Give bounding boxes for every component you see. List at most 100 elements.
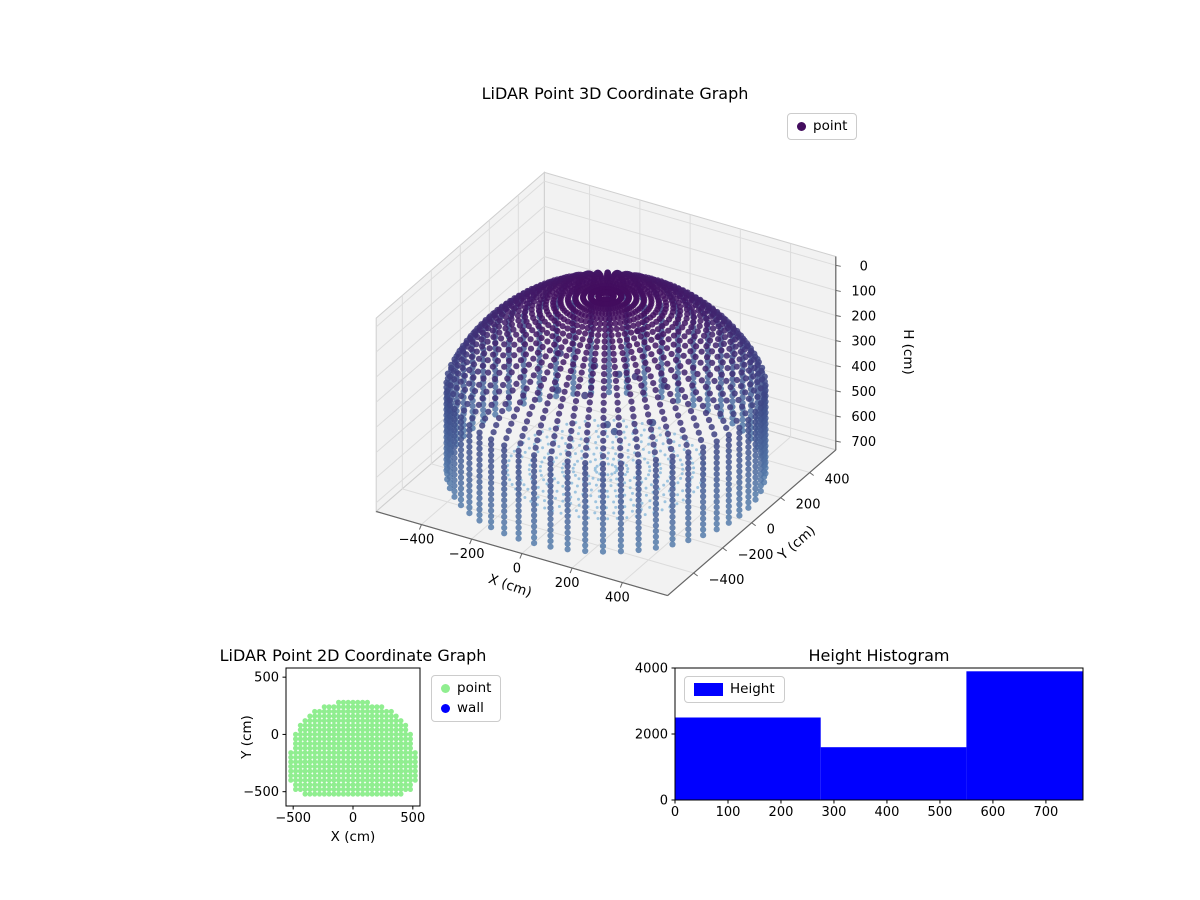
x-tick-label: 400 [605, 591, 630, 606]
scatter-point [702, 409, 710, 417]
scatter-point [561, 492, 565, 496]
scatter-point [691, 471, 695, 475]
scatter-point [617, 460, 625, 467]
scatter-point [632, 361, 639, 368]
scatter-point [725, 458, 732, 466]
scatter-point [461, 372, 468, 379]
scatter-point [545, 322, 552, 329]
scatter-point [713, 465, 720, 472]
scatter-point [383, 791, 390, 797]
scatter-point [454, 399, 461, 406]
scatter-point [505, 427, 512, 434]
scatter-point [336, 722, 342, 728]
scatter-point [457, 485, 465, 492]
scatter-point [554, 496, 557, 500]
scatter-point [617, 509, 625, 516]
scatter-point [595, 470, 599, 474]
scatter-point [741, 361, 748, 368]
scatter-point [340, 791, 346, 797]
scatter-point [564, 479, 571, 487]
scatter-point [307, 791, 313, 797]
scatter-point [293, 731, 299, 738]
scatter-point [564, 546, 571, 553]
scatter-point [407, 782, 413, 788]
scatter-point [446, 435, 453, 442]
scatter-point [316, 718, 323, 724]
scatter-point [687, 408, 695, 415]
scatter-point [685, 515, 692, 522]
scatter-point [321, 727, 327, 733]
scatter-point [515, 491, 522, 498]
scatter-point [407, 745, 413, 751]
scatter-point [563, 381, 570, 388]
scatter-point [350, 773, 356, 779]
scatter-point [364, 754, 370, 760]
scatter-point [652, 539, 660, 546]
scatter-point [583, 419, 587, 423]
scatter-point [659, 408, 666, 415]
scatter-point [599, 532, 607, 539]
scatter-point [521, 367, 528, 375]
scatter-point [364, 777, 370, 783]
scatter-point [364, 718, 370, 724]
scatter-point [551, 356, 558, 363]
x-tick-label: 400 [875, 805, 900, 820]
scatter-point [501, 475, 508, 482]
scatter-point [355, 759, 361, 765]
scatter-point [602, 310, 609, 317]
scatter-point [360, 786, 366, 793]
scatter-point [694, 328, 701, 335]
scatter-point [547, 543, 554, 550]
scatter-point [605, 367, 613, 374]
scatter-point [531, 490, 538, 497]
scatter-point [369, 777, 375, 783]
scatter-point [531, 523, 538, 530]
scatter-point [374, 713, 380, 719]
scatter-point [617, 548, 625, 555]
scatter-point [547, 538, 554, 545]
scatter-point [569, 420, 576, 427]
scatter-point [593, 458, 597, 462]
scatter-point [407, 773, 413, 779]
scatter-point [659, 339, 666, 346]
scatter-point [466, 454, 473, 461]
scatter-point [714, 353, 721, 360]
scatter-point [602, 315, 609, 322]
scatter-point [374, 777, 380, 783]
scatter-point [340, 699, 346, 706]
scatter-point [312, 731, 318, 738]
y-tick-label: −500 [243, 785, 279, 800]
scatter-point [321, 768, 327, 774]
scatter-point [635, 491, 642, 498]
scatter-point [476, 500, 483, 507]
scatter-point [501, 452, 508, 460]
grid-line [544, 205, 836, 291]
scatter-point [485, 408, 492, 415]
scatter-point [609, 344, 617, 351]
scatter-point [312, 759, 318, 765]
scatter-point [321, 791, 327, 797]
scatter-point [678, 444, 681, 447]
scatter-point [316, 777, 323, 783]
scatter-point [398, 741, 404, 747]
scatter-point [451, 482, 458, 489]
scatter-point [577, 503, 581, 507]
scatter-point [536, 429, 543, 436]
scatter-point [713, 487, 720, 494]
scatter-point [326, 736, 332, 742]
scatter-point [293, 782, 299, 788]
scatter-point [350, 699, 356, 706]
scatter-point [560, 436, 564, 440]
scatter-point [403, 722, 409, 728]
scatter-point [451, 488, 458, 495]
scatter-point [345, 786, 351, 793]
scatter-point [616, 437, 624, 444]
scatter-point [736, 446, 743, 453]
scatter-point [446, 485, 453, 492]
scatter-point [513, 380, 520, 387]
scatter-point [383, 722, 390, 728]
scatter-point [480, 406, 487, 414]
scatter-point [712, 342, 719, 349]
scatter-point [522, 351, 530, 358]
